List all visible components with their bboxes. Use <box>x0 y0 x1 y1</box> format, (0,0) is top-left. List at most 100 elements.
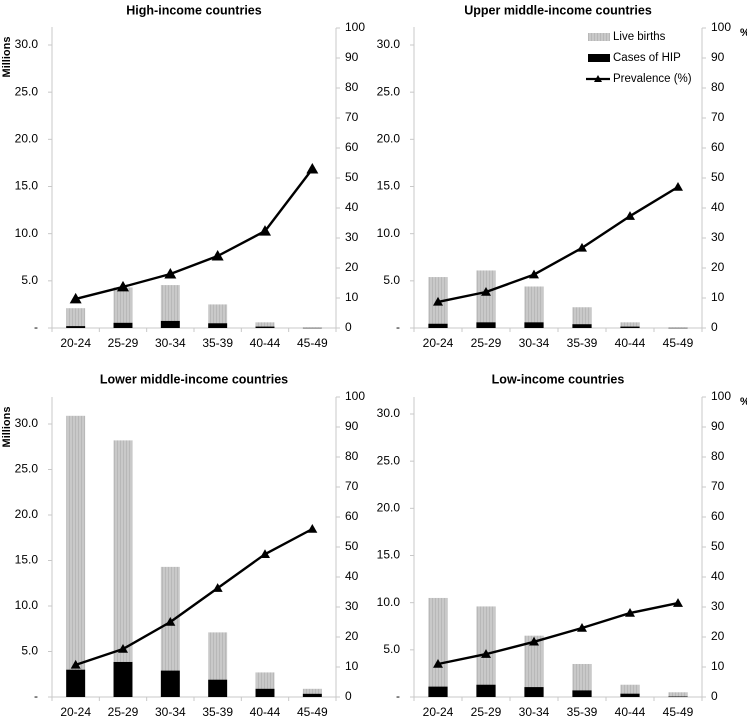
point-prevalence <box>259 225 271 236</box>
right-tick-label: 30 <box>711 599 725 613</box>
right-tick-label: 0 <box>711 689 718 703</box>
left-tick-label: 25.0 <box>377 453 401 467</box>
right-tick-label: 70 <box>345 110 359 124</box>
right-tick-label: 90 <box>345 419 359 433</box>
point-prevalence <box>625 211 635 220</box>
right-tick-label: 0 <box>345 689 352 703</box>
left-tick-label: 15.0 <box>377 179 401 193</box>
right-tick-label: 50 <box>711 170 725 184</box>
bar-cases-hip <box>208 323 228 328</box>
x-tick-label: 20-24 <box>423 705 454 717</box>
bar-cases-hip <box>208 679 228 697</box>
right-tick-label: 60 <box>711 509 725 523</box>
left-tick-label: 20.0 <box>15 132 39 146</box>
right-tick-label: 100 <box>345 389 365 403</box>
right-tick-label: 10 <box>711 659 725 673</box>
right-tick-label: 80 <box>345 449 359 463</box>
left-tick-label: 5.0 <box>383 642 400 656</box>
legend-item: Cases of HIP <box>588 52 681 64</box>
panel-2: Upper middle-income countries - 5.0 10.0 15.… <box>377 3 747 350</box>
y2-axis-label: % <box>740 396 747 408</box>
right-tick-label: 50 <box>345 170 359 184</box>
bar-live-births <box>302 688 322 697</box>
right-tick-label: 20 <box>345 260 359 274</box>
point-prevalence <box>577 242 587 252</box>
panel-1: High-income countries - 5.0 10.0 15.0 20.0 25.… <box>1 3 365 350</box>
bar-cases-hip <box>572 690 592 697</box>
right-tick-label: 80 <box>711 80 725 94</box>
right-tick-label: 0 <box>345 320 352 334</box>
panel-3: Lower middle-income countries - 5.0 10.0 15.… <box>1 372 365 717</box>
x-tick-label: 20-24 <box>60 705 91 717</box>
bar-live-births <box>572 307 592 328</box>
x-tick-label: 25-29 <box>108 705 139 717</box>
point-prevalence <box>673 598 683 607</box>
left-tick-label: 10.0 <box>15 598 39 612</box>
bar-live-births <box>113 287 133 328</box>
right-tick-label: 80 <box>345 80 359 94</box>
right-tick-label: 70 <box>711 479 725 493</box>
bar-cases-hip <box>524 687 544 697</box>
bar-live-births <box>160 285 180 328</box>
right-tick-label: 30 <box>345 599 359 613</box>
left-tick-label: 15.0 <box>15 553 39 567</box>
right-tick-label: 50 <box>711 539 725 553</box>
right-tick-label: 100 <box>345 20 365 34</box>
legend: Live births Cases of HIP Prevalence (%) <box>586 31 692 85</box>
legend-item: Live births <box>588 31 666 43</box>
point-prevalence <box>165 617 176 626</box>
x-tick-label: 30-34 <box>519 336 550 350</box>
left-tick-label: - <box>34 689 38 703</box>
left-tick-label: 10.0 <box>15 226 39 240</box>
point-prevalence <box>117 280 129 292</box>
x-tick-label: 40-44 <box>615 705 646 717</box>
point-prevalence <box>69 292 82 304</box>
x-tick-label: 45-49 <box>663 336 694 350</box>
point-prevalence <box>211 250 224 261</box>
bar-live-births <box>572 663 592 697</box>
bar-live-births <box>208 304 228 328</box>
point-prevalence <box>118 644 128 653</box>
right-tick-label: 20 <box>711 629 725 643</box>
left-tick-label: 30.0 <box>377 406 401 420</box>
x-tick-label: 35-39 <box>567 336 598 350</box>
point-prevalence <box>164 268 177 279</box>
y-axis-label: Millions <box>1 407 13 448</box>
bar-cases-hip <box>572 324 592 328</box>
point-prevalence <box>433 296 443 306</box>
right-tick-label: 40 <box>711 569 725 583</box>
right-tick-label: 20 <box>345 629 359 643</box>
bar-cases-hip <box>524 322 544 328</box>
bar-live-births <box>66 308 86 328</box>
bar-live-births <box>113 440 133 697</box>
left-tick-label: 25.0 <box>377 84 401 98</box>
right-tick-label: 20 <box>711 260 725 274</box>
x-tick-label: 45-49 <box>663 705 694 717</box>
bar-cases-hip <box>428 686 448 697</box>
x-tick-label: 45-49 <box>297 336 328 350</box>
left-tick-label: 5.0 <box>383 273 400 287</box>
bar-cases-hip <box>476 322 496 328</box>
bar-cases-hip <box>668 696 688 698</box>
x-tick-label: 35-39 <box>202 705 233 717</box>
bar-live-births <box>668 692 688 697</box>
panel-title: Upper middle-income countries <box>464 3 652 17</box>
right-tick-label: 10 <box>345 290 359 304</box>
bar-cases-hip <box>160 320 180 328</box>
x-tick-label: 35-39 <box>202 336 233 350</box>
bar-live-births <box>428 597 448 697</box>
right-tick-label: 100 <box>711 389 731 403</box>
bar-live-births <box>476 270 496 328</box>
right-tick-label: 100 <box>711 20 731 34</box>
panel-title: High-income countries <box>126 3 261 17</box>
x-tick-label: 40-44 <box>250 705 281 717</box>
right-tick-label: 80 <box>711 449 725 463</box>
left-tick-label: 30.0 <box>15 416 39 430</box>
right-tick-label: 90 <box>711 419 725 433</box>
bar-live-births <box>524 635 544 697</box>
left-tick-label: 20.0 <box>15 507 39 521</box>
point-prevalence <box>577 623 587 632</box>
right-tick-label: 40 <box>345 200 359 214</box>
x-tick-label: 20-24 <box>423 336 454 350</box>
